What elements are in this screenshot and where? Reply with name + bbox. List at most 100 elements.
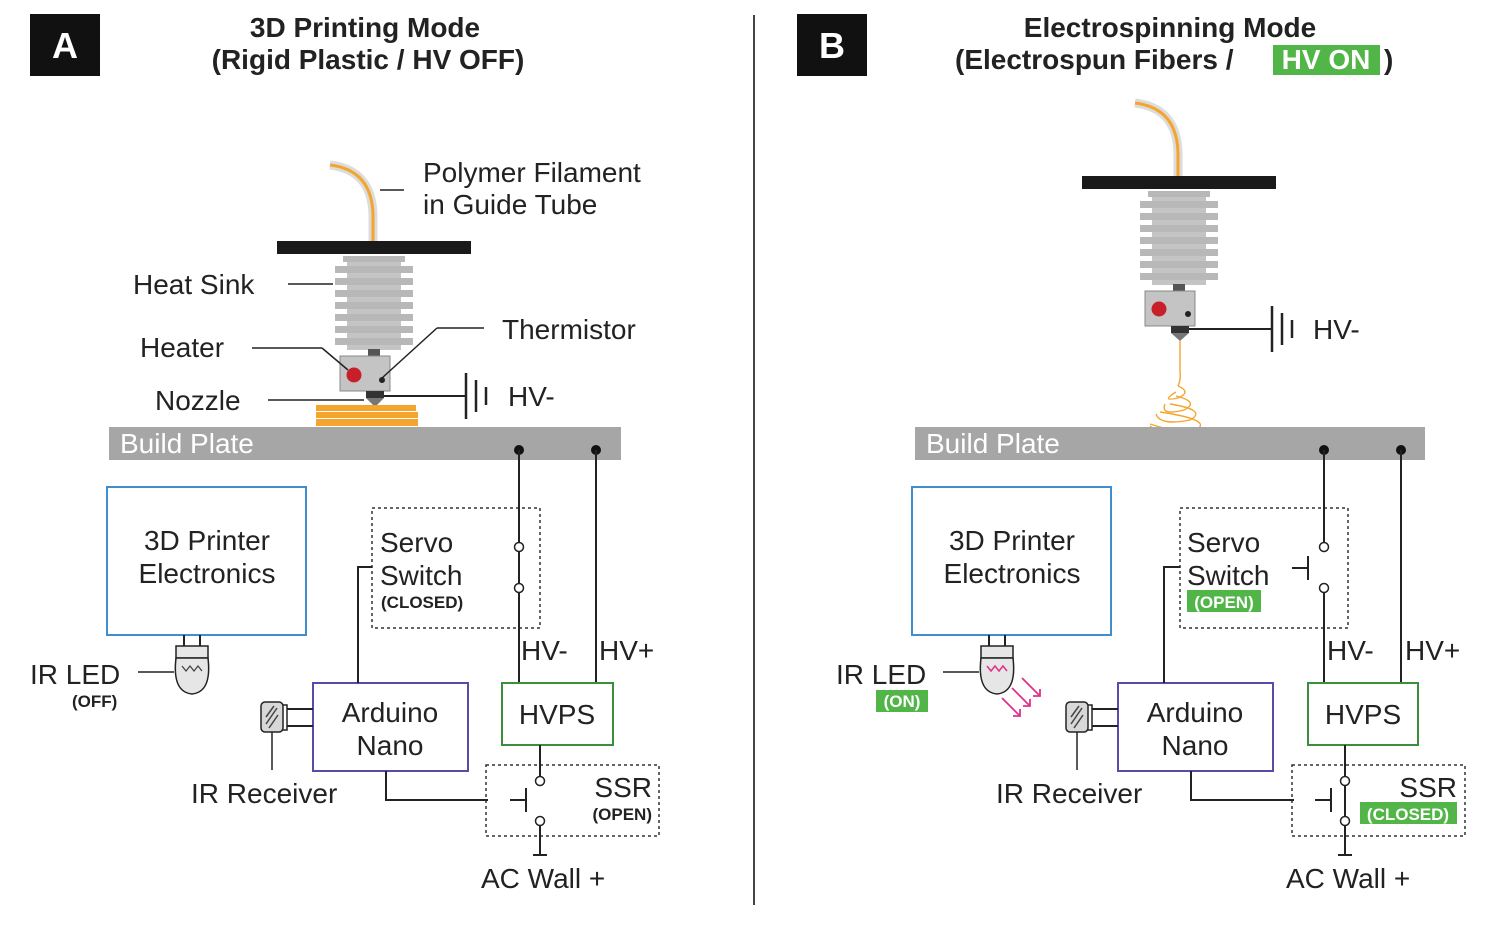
ir-led-icon-b bbox=[979, 635, 1015, 695]
ssr-state-b: (CLOSED) bbox=[1367, 805, 1449, 824]
build-plate-label-b: Build Plate bbox=[926, 428, 1060, 459]
filament-label-line1: Polymer Filament bbox=[423, 157, 641, 188]
hv-minus-ground-label-b: HV- bbox=[1313, 314, 1360, 345]
panel-a: A 3D Printing Mode (Rigid Plastic / HV O… bbox=[30, 12, 660, 894]
arduino-box-a bbox=[312, 682, 469, 772]
arduino-label-line2-b: Nano bbox=[1162, 730, 1229, 761]
panel-b-title-hv-on: HV ON bbox=[1282, 44, 1371, 75]
polymer-filament bbox=[329, 163, 375, 243]
arduino-label-line1-a: Arduino bbox=[342, 697, 439, 728]
panel-a-label: A bbox=[52, 25, 78, 66]
ir-led-state-b: (ON) bbox=[884, 692, 921, 711]
ssr-label-a: SSR bbox=[594, 772, 652, 803]
build-plate-label-a: Build Plate bbox=[120, 428, 254, 459]
thermistor-dot-b bbox=[1185, 311, 1191, 317]
thermistor-leader-line bbox=[381, 327, 438, 379]
arduino-ssr-wire-a bbox=[385, 771, 488, 801]
guide-tube-b bbox=[1134, 98, 1183, 178]
ssr-state-highlight-b bbox=[1360, 802, 1457, 824]
arduino-label-line2-a: Nano bbox=[357, 730, 424, 761]
nozzle-tip-b bbox=[1171, 333, 1189, 341]
arduino-label-line1-b: Arduino bbox=[1147, 697, 1244, 728]
ir-beam-arrows bbox=[1001, 677, 1041, 717]
ir-led-state-a: (OFF) bbox=[72, 692, 117, 711]
ssr-switch-contacts-a bbox=[510, 775, 546, 827]
servo-state-b: (OPEN) bbox=[1194, 593, 1254, 612]
servo-state-a: (CLOSED) bbox=[381, 593, 463, 612]
nozzle-tip bbox=[366, 398, 384, 407]
ac-wall-label-a: AC Wall + bbox=[481, 863, 605, 894]
heater-dot-b bbox=[1151, 301, 1167, 317]
hvps-label-b: HVPS bbox=[1325, 699, 1401, 730]
ir-led-icon-a bbox=[174, 635, 210, 695]
heat-sink-b bbox=[1140, 191, 1218, 285]
hv-on-highlight bbox=[1273, 45, 1380, 75]
servo-label-line1-b: Servo bbox=[1187, 527, 1260, 558]
heater-block bbox=[368, 349, 380, 358]
heater-leader-diag bbox=[321, 347, 349, 371]
ssr-switch-contacts-b bbox=[1315, 775, 1351, 827]
hvps-box-a bbox=[501, 682, 614, 746]
hv-minus-label-a: HV- bbox=[521, 635, 568, 666]
heater-dot bbox=[346, 367, 362, 383]
electrospun-fiber-jet bbox=[1149, 341, 1215, 434]
hvps-label-a: HVPS bbox=[519, 699, 595, 730]
servo-switch-contacts-a bbox=[513, 541, 525, 594]
panel-a-title-line2: (Rigid Plastic / HV OFF) bbox=[212, 44, 525, 75]
hv-plus-label-a: HV+ bbox=[599, 635, 654, 666]
build-plate-b bbox=[915, 427, 1425, 460]
polymer-filament-b bbox=[1134, 101, 1180, 178]
build-plate-a bbox=[109, 427, 621, 460]
panel-b-label: B bbox=[819, 25, 845, 66]
arduino-servo-wire-a bbox=[357, 566, 372, 683]
ir-led-label-a: IR LED bbox=[30, 659, 120, 690]
heat-sink bbox=[335, 256, 413, 350]
thermistor-dot bbox=[379, 377, 385, 383]
ground-symbol-a bbox=[384, 373, 488, 419]
printer-electronics-box-b bbox=[911, 486, 1112, 636]
nozzle-b bbox=[1171, 326, 1189, 333]
heater-label: Heater bbox=[140, 332, 224, 363]
electronics-label-line2-a: Electronics bbox=[139, 558, 276, 589]
arduino-servo-wire-b bbox=[1163, 566, 1180, 683]
hv-minus-ground-label-a: HV- bbox=[508, 381, 555, 412]
arduino-ssr-wire-b bbox=[1190, 771, 1294, 801]
panel-a-label-box bbox=[30, 14, 100, 76]
hv-minus-label-b: HV- bbox=[1327, 635, 1374, 666]
electronics-label-line2-b: Electronics bbox=[944, 558, 1081, 589]
ir-receiver-label-b: IR Receiver bbox=[996, 778, 1142, 809]
panel-b-title-line1: Electrospinning Mode bbox=[1024, 12, 1316, 43]
panel-b-label-box bbox=[797, 14, 867, 76]
ground-symbol-b bbox=[1189, 306, 1294, 352]
ac-wall-label-b: AC Wall + bbox=[1286, 863, 1410, 894]
servo-label-line2-b: Switch bbox=[1187, 560, 1269, 591]
panel-b: B Electrospinning Mode (Electrospun Fibe… bbox=[797, 12, 1466, 894]
guide-tube bbox=[329, 160, 378, 243]
servo-state-highlight-b bbox=[1187, 590, 1261, 612]
ssr-label-b: SSR bbox=[1399, 772, 1457, 803]
heater-block-b bbox=[1173, 284, 1185, 293]
hv-plus-label-b: HV+ bbox=[1405, 635, 1460, 666]
servo-label-line1-a: Servo bbox=[380, 527, 453, 558]
panel-a-title-line1: 3D Printing Mode bbox=[250, 12, 480, 43]
nozzle-label: Nozzle bbox=[155, 385, 241, 416]
arduino-box-b bbox=[1117, 682, 1274, 772]
hotend-mount-bar bbox=[277, 241, 471, 254]
panel-b-title-prefix: (Electrospun Fibers / bbox=[955, 44, 1234, 75]
servo-label-line2-a: Switch bbox=[380, 560, 462, 591]
ir-led-state-highlight-b bbox=[876, 690, 928, 712]
electronics-label-line1-a: 3D Printer bbox=[144, 525, 270, 556]
ir-receiver-icon-a bbox=[260, 701, 313, 733]
thermistor-label: Thermistor bbox=[502, 314, 636, 345]
ssr-state-a: (OPEN) bbox=[593, 805, 653, 824]
printed-layers bbox=[316, 405, 418, 426]
filament-label-line2: in Guide Tube bbox=[423, 189, 597, 220]
ir-receiver-label-a: IR Receiver bbox=[191, 778, 337, 809]
ir-led-label-b: IR LED bbox=[836, 659, 926, 690]
ir-receiver-icon-b bbox=[1065, 701, 1118, 733]
electronics-label-line1-b: 3D Printer bbox=[949, 525, 1075, 556]
servo-switch-contacts-b bbox=[1292, 541, 1330, 594]
hotend-mount-bar-b bbox=[1082, 176, 1276, 189]
panel-b-title-suffix: ) bbox=[1384, 44, 1393, 75]
